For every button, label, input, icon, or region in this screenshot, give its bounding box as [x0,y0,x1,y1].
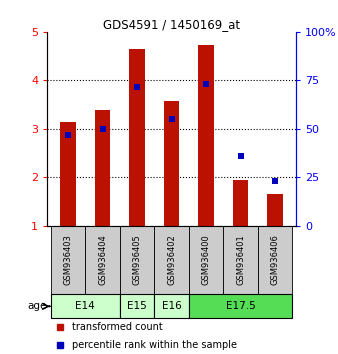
Bar [154,295,189,318]
Text: GSM936402: GSM936402 [167,235,176,285]
Bar [233,179,248,225]
Bar [85,225,120,295]
Text: GSM936406: GSM936406 [270,235,280,285]
Bar [51,295,120,318]
Bar [189,295,292,318]
Text: GSM936405: GSM936405 [132,235,142,285]
Text: GSM936401: GSM936401 [236,235,245,285]
Bar [223,225,258,295]
Bar [189,225,223,295]
Bar [164,101,179,225]
Title: GDS4591 / 1450169_at: GDS4591 / 1450169_at [103,18,240,31]
Text: E17.5: E17.5 [226,301,256,311]
Bar [129,49,145,225]
Bar [120,225,154,295]
Text: E15: E15 [127,301,147,311]
Bar [198,45,214,225]
Bar [267,194,283,225]
Bar [258,225,292,295]
Bar [60,122,76,225]
Bar [154,225,189,295]
Text: age: age [27,301,47,311]
Text: transformed count: transformed count [72,322,163,332]
Bar [51,225,85,295]
Bar [95,110,110,225]
Text: percentile rank within the sample: percentile rank within the sample [72,339,237,350]
Text: E14: E14 [75,301,95,311]
Text: E16: E16 [162,301,182,311]
Text: GSM936400: GSM936400 [201,235,211,285]
Bar [120,295,154,318]
Text: GSM936403: GSM936403 [64,235,73,285]
Text: GSM936404: GSM936404 [98,235,107,285]
